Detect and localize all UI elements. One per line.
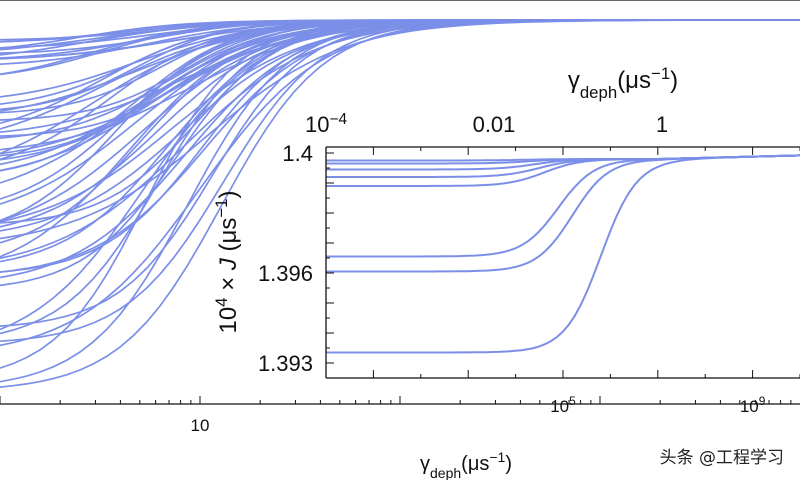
- inset-top-tick-label: 1: [656, 112, 668, 137]
- inset-y-tick-label: 1.393: [258, 351, 313, 376]
- main-x-axis-title: γdeph(μs−1): [420, 449, 512, 480]
- main-series-line: [0, 19, 800, 161]
- main-series-line: [0, 19, 800, 155]
- inset-top-tick-label: 0.01: [473, 112, 516, 137]
- main-series-line: [0, 19, 800, 43]
- inset-background: [326, 147, 800, 378]
- main-x-tick-label: 10: [191, 416, 210, 435]
- inset-top-tick-label: 10−4: [305, 111, 347, 138]
- inset-axis-titles: γdeph(μs−1) 104 × J (μs−1): [212, 64, 679, 334]
- inset-x-tick-label: 109: [740, 394, 766, 416]
- inset-y-axis-title: 104 × J (μs−1): [212, 190, 243, 333]
- inset-curves: [326, 154, 800, 354]
- inset-ticks: [325, 147, 800, 378]
- main-curves: [0, 19, 800, 388]
- main-x-axis-label: γdeph(μs−1): [420, 449, 512, 480]
- main-series-line: [0, 19, 800, 161]
- watermark-text: 头条 @工程学习: [659, 448, 784, 468]
- inset-x-tick-label: 105: [550, 394, 576, 416]
- inset-top-axis-title: γdeph(μs−1): [568, 64, 678, 102]
- inset-series-line: [326, 154, 800, 162]
- inset-y-tick-label: 1.396: [258, 261, 313, 286]
- main-series-line: [0, 19, 800, 166]
- inset-y-tick-label: 1.4: [282, 141, 313, 166]
- main-x-ticks: 10: [0, 396, 792, 435]
- inset-tick-labels: 105 109 10−4 0.01 1 1.393 1.396 1.4: [258, 111, 766, 417]
